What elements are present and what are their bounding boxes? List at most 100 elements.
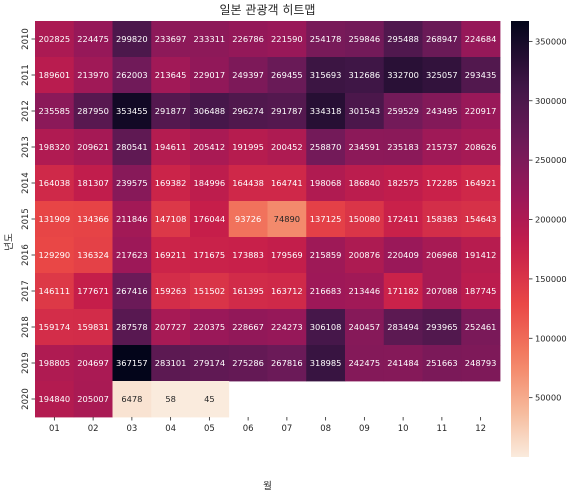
- x-tick-label: 04: [165, 424, 176, 434]
- heatmap-cell: [422, 273, 462, 310]
- cell-label: 248793: [465, 358, 497, 368]
- heatmap-cell: [151, 21, 191, 58]
- heatmap-cell: [73, 345, 113, 382]
- heatmap-cell: [35, 273, 75, 310]
- cell-label: 259846: [349, 34, 381, 44]
- cell-label: 291877: [155, 106, 187, 116]
- heatmap-cell: [345, 237, 385, 274]
- cell-label: 159831: [77, 322, 109, 332]
- cell-label: 171182: [387, 286, 419, 296]
- heatmap-cell: [345, 57, 385, 94]
- heatmap-cell: [267, 165, 307, 202]
- cell-label: 306108: [310, 322, 342, 332]
- cell-label: 243495: [426, 106, 458, 116]
- cell-label: 93726: [235, 214, 261, 224]
- heatmap-cell: [461, 309, 501, 346]
- cell-label: 194611: [155, 142, 187, 152]
- y-tick-label: 2011: [21, 64, 31, 86]
- heatmap-cell: [383, 165, 423, 202]
- cell-label: 158383: [426, 214, 458, 224]
- cell-label: 164438: [232, 178, 264, 188]
- heatmap-cell: [383, 129, 423, 166]
- cell-label: 177671: [77, 286, 109, 296]
- cell-label: 194840: [39, 394, 71, 404]
- colorbar-tick-label: 300000: [535, 96, 567, 106]
- heatmap-cell: [112, 273, 152, 310]
- cell-label: 295488: [387, 34, 419, 44]
- cell-label: 207088: [426, 286, 458, 296]
- cell-label: 146111: [39, 286, 71, 296]
- heatmap-cell: [461, 93, 501, 130]
- y-tick-label: 2020: [21, 388, 31, 410]
- y-tick-label: 2015: [21, 208, 31, 230]
- heatmap-cell: [228, 165, 268, 202]
- cell-label: 226786: [232, 34, 264, 44]
- heatmap-cell: [190, 381, 230, 418]
- cell-label: 287578: [116, 322, 148, 332]
- heatmap-cell: [190, 201, 230, 238]
- heatmap-cell: [422, 309, 462, 346]
- heatmap-cell: [151, 237, 191, 274]
- cell-label: 161395: [232, 286, 264, 296]
- heatmap-cell: [383, 57, 423, 94]
- heatmap-cell: [35, 345, 75, 382]
- heatmap-cell: [383, 237, 423, 274]
- heatmap-cell: [151, 273, 191, 310]
- heatmap-cell: [112, 57, 152, 94]
- cell-label: 211846: [116, 214, 148, 224]
- heatmap-cell: [267, 345, 307, 382]
- heatmap-cell: [228, 129, 268, 166]
- heatmap-cell: [73, 57, 113, 94]
- cell-label: 191412: [465, 250, 497, 260]
- heatmap-cell: [112, 93, 152, 130]
- cell-label: 235183: [387, 142, 419, 152]
- cell-label: 171675: [194, 250, 226, 260]
- heatmap-cell: [190, 309, 230, 346]
- cell-label: 213446: [349, 286, 381, 296]
- colorbar-tick-label: 150000: [535, 274, 567, 284]
- heatmap-cell: [73, 237, 113, 274]
- heatmap-cell: [267, 201, 307, 238]
- cell-label: 224684: [465, 34, 497, 44]
- heatmap-cell: [306, 165, 346, 202]
- heatmap-cell: [383, 201, 423, 238]
- cell-label: 306488: [194, 106, 226, 116]
- heatmap-cell: [112, 345, 152, 382]
- heatmap-cell: [228, 273, 268, 310]
- x-tick-label: 09: [359, 424, 370, 434]
- cell-label: 204697: [77, 358, 109, 368]
- cell-label: 164038: [39, 178, 71, 188]
- cell-label: 234591: [349, 142, 381, 152]
- cell-label: 163712: [271, 286, 303, 296]
- cell-label: 229017: [194, 70, 226, 80]
- heatmap-cell: [383, 273, 423, 310]
- cell-label: 291787: [271, 106, 303, 116]
- heatmap-cell: [151, 201, 191, 238]
- heatmap-cell: [228, 345, 268, 382]
- heatmap-cell: [73, 201, 113, 238]
- cell-label: 184996: [194, 178, 226, 188]
- chart-title: 일본 관광객 히트맵: [220, 3, 316, 17]
- cell-label: 134366: [77, 214, 109, 224]
- colorbar-tick-label: 100000: [535, 333, 567, 343]
- heatmap-cell: [112, 21, 152, 58]
- y-tick-label: 2013: [21, 136, 31, 158]
- heatmap-cell: [112, 129, 152, 166]
- cell-label: 159174: [39, 322, 71, 332]
- heatmap-cell: [190, 93, 230, 130]
- cell-label: 205007: [77, 394, 109, 404]
- cell-label: 315693: [310, 70, 342, 80]
- cell-label: 283494: [387, 322, 419, 332]
- cell-label: 172411: [387, 214, 419, 224]
- y-tick-label: 2014: [21, 172, 31, 194]
- cell-label: 208626: [465, 142, 497, 152]
- cell-label: 240457: [349, 322, 381, 332]
- heatmap-cell: [306, 309, 346, 346]
- colorbar-tick-label: 250000: [535, 155, 567, 165]
- heatmap-cell: [112, 381, 152, 418]
- cell-label: 268947: [426, 34, 458, 44]
- cell-label: 235585: [39, 106, 71, 116]
- cell-label: 181307: [77, 178, 109, 188]
- cell-label: 367157: [116, 358, 148, 368]
- heatmap-cell: [306, 129, 346, 166]
